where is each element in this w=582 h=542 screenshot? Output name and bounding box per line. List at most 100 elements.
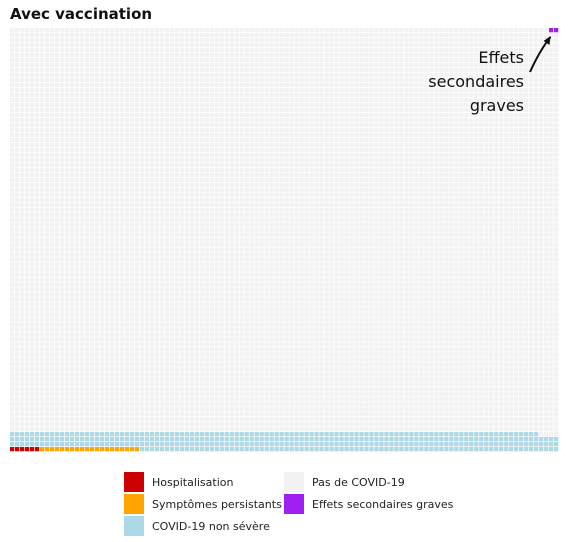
waffle-cell-pas-de-covid-19 <box>14 387 20 392</box>
waffle-cell-pas-de-covid-19 <box>179 292 184 297</box>
waffle-cell-pas-de-covid-19 <box>134 382 140 387</box>
waffle-cell-pas-de-covid-19 <box>204 277 209 282</box>
waffle-cell-pas-de-covid-19 <box>419 277 424 282</box>
waffle-cell-pas-de-covid-19 <box>269 362 274 367</box>
waffle-cell-pas-de-covid-19 <box>419 302 424 307</box>
waffle-cell-pas-de-covid-19 <box>324 287 329 292</box>
waffle-cell-pas-de-covid-19 <box>169 337 174 342</box>
waffle-cell-pas-de-covid-19 <box>329 292 334 297</box>
waffle-cell-pas-de-covid-19 <box>284 402 289 407</box>
waffle-cell-pas-de-covid-19 <box>159 297 165 302</box>
waffle-cell-pas-de-covid-19 <box>224 257 229 262</box>
waffle-cell-pas-de-covid-19 <box>494 222 499 227</box>
waffle-cell-pas-de-covid-19 <box>99 307 105 312</box>
waffle-cell-pas-de-covid-19 <box>324 327 329 332</box>
waffle-cell-pas-de-covid-19 <box>494 287 499 292</box>
waffle-cell-pas-de-covid-19 <box>179 262 184 267</box>
waffle-cell-pas-de-covid-19 <box>374 247 379 252</box>
waffle-cell-pas-de-covid-19 <box>219 272 224 277</box>
waffle-cell-pas-de-covid-19 <box>359 402 364 407</box>
waffle-cell-pas-de-covid-19 <box>159 342 165 347</box>
waffle-cell-pas-de-covid-19 <box>309 272 314 277</box>
waffle-cell-pas-de-covid-19 <box>449 307 454 312</box>
waffle-cell-pas-de-covid-19 <box>334 222 339 227</box>
waffle-cell-pas-de-covid-19 <box>264 212 269 217</box>
waffle-cell-pas-de-covid-19 <box>244 277 249 282</box>
waffle-cell-pas-de-covid-19 <box>474 312 479 317</box>
waffle-cell-pas-de-covid-19 <box>504 277 509 282</box>
waffle-cell-pas-de-covid-19 <box>139 372 145 377</box>
waffle-cell-pas-de-covid-19 <box>129 412 135 417</box>
waffle-cell-pas-de-covid-19 <box>174 202 179 207</box>
waffle-cell-pas-de-covid-19 <box>49 287 55 292</box>
waffle-cell-pas-de-covid-19 <box>144 212 150 217</box>
waffle-cell-pas-de-covid-19 <box>384 232 389 237</box>
waffle-cell-pas-de-covid-19 <box>164 372 170 377</box>
waffle-cell-pas-de-covid-19 <box>414 362 419 367</box>
waffle-cell-pas-de-covid-19 <box>124 312 130 317</box>
waffle-cell-pas-de-covid-19 <box>284 282 289 287</box>
waffle-cell-pas-de-covid-19 <box>154 202 160 207</box>
waffle-cell-pas-de-covid-19 <box>269 387 274 392</box>
waffle-cell-pas-de-covid-19 <box>194 297 199 302</box>
waffle-cell-pas-de-covid-19 <box>434 212 439 217</box>
waffle-cell-pas-de-covid-19 <box>419 327 424 332</box>
waffle-cell-pas-de-covid-19 <box>294 382 299 387</box>
waffle-cell-pas-de-covid-19 <box>94 322 100 327</box>
waffle-cell-pas-de-covid-19 <box>224 262 229 267</box>
waffle-cell-pas-de-covid-19 <box>179 222 184 227</box>
waffle-cell-pas-de-covid-19 <box>309 317 314 322</box>
waffle-cell-pas-de-covid-19 <box>429 352 434 357</box>
waffle-cell-pas-de-covid-19 <box>519 402 524 407</box>
waffle-cell-pas-de-covid-19 <box>469 352 474 357</box>
waffle-cell-pas-de-covid-19 <box>384 407 389 412</box>
waffle-cell-pas-de-covid-19 <box>114 352 120 357</box>
waffle-cell-pas-de-covid-19 <box>109 382 115 387</box>
waffle-cell-pas-de-covid-19 <box>139 362 145 367</box>
waffle-cell-pas-de-covid-19 <box>549 277 554 282</box>
waffle-cell-pas-de-covid-19 <box>109 322 115 327</box>
waffle-cell-pas-de-covid-19 <box>169 372 174 377</box>
waffle-cell-pas-de-covid-19 <box>509 282 514 287</box>
waffle-cell-pas-de-covid-19 <box>84 267 90 272</box>
waffle-cell-pas-de-covid-19 <box>419 252 424 257</box>
waffle-cell-pas-de-covid-19 <box>294 312 299 317</box>
waffle-cell-pas-de-covid-19 <box>544 267 549 272</box>
waffle-cell-pas-de-covid-19 <box>299 297 304 302</box>
waffle-cell-pas-de-covid-19 <box>159 292 165 297</box>
waffle-cell-pas-de-covid-19 <box>454 347 459 352</box>
waffle-cell-pas-de-covid-19 <box>389 277 394 282</box>
waffle-cell-pas-de-covid-19 <box>424 222 429 227</box>
waffle-cell-pas-de-covid-19 <box>94 292 100 297</box>
waffle-cell-pas-de-covid-19 <box>389 247 394 252</box>
waffle-cell-pas-de-covid-19 <box>359 227 364 232</box>
waffle-cell-pas-de-covid-19 <box>494 267 499 272</box>
waffle-cell-pas-de-covid-19 <box>284 337 289 342</box>
waffle-cell-pas-de-covid-19 <box>319 402 324 407</box>
waffle-cell-pas-de-covid-19 <box>39 367 45 372</box>
waffle-cell-pas-de-covid-19 <box>309 302 314 307</box>
waffle-cell-pas-de-covid-19 <box>344 352 349 357</box>
waffle-cell-pas-de-covid-19 <box>149 222 155 227</box>
waffle-cell-pas-de-covid-19 <box>64 302 70 307</box>
waffle-cell-pas-de-covid-19 <box>479 247 484 252</box>
waffle-cell-pas-de-covid-19 <box>124 292 130 297</box>
waffle-cell-pas-de-covid-19 <box>499 262 504 267</box>
waffle-cell-pas-de-covid-19 <box>109 427 115 432</box>
waffle-cell-pas-de-covid-19 <box>139 217 145 222</box>
waffle-cell-pas-de-covid-19 <box>159 317 165 322</box>
waffle-cell-pas-de-covid-19 <box>164 312 170 317</box>
waffle-cell-pas-de-covid-19 <box>44 422 50 427</box>
waffle-cell-pas-de-covid-19 <box>469 417 474 422</box>
waffle-cell-pas-de-covid-19 <box>344 362 349 367</box>
waffle-cell-pas-de-covid-19 <box>439 252 444 257</box>
waffle-cell-pas-de-covid-19 <box>409 282 414 287</box>
waffle-cell-pas-de-covid-19 <box>59 277 65 282</box>
waffle-cell-pas-de-covid-19 <box>239 242 244 247</box>
waffle-cell-pas-de-covid-19 <box>409 297 414 302</box>
waffle-cell-pas-de-covid-19 <box>74 372 80 377</box>
waffle-cell-pas-de-covid-19 <box>44 282 50 287</box>
waffle-cell-pas-de-covid-19 <box>14 402 20 407</box>
waffle-cell-pas-de-covid-19 <box>429 297 434 302</box>
waffle-cell-pas-de-covid-19 <box>484 332 489 337</box>
